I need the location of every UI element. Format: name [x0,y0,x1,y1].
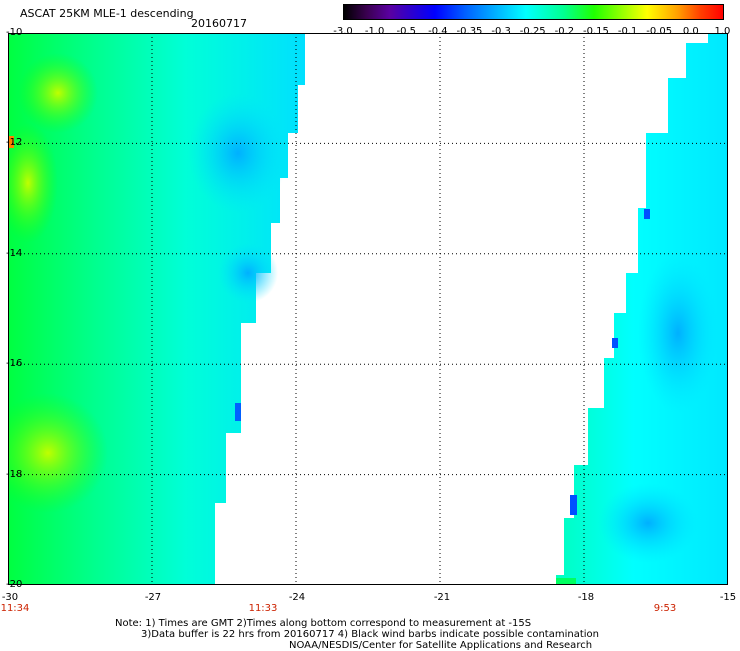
color-scale-label: -0.5 [396,26,416,37]
color-scale-label: -0.2 [554,26,575,37]
time-label: 9:53 [653,603,677,614]
time-label: 11:33 [248,603,278,614]
note-line-1: Note: 1) Times are GMT 2)Times along bot… [115,618,532,629]
color-scale-label: -0.4 [428,26,448,37]
x-tick-label: -21 [433,592,451,603]
y-tick-label: -14 [6,248,23,259]
color-scale-label: -1.0 [364,26,385,37]
plot-frame [8,33,728,585]
color-scale-labels: -3.0 -1.0 -0.5 -0.4 -0.35 -0.3 -0.25 -0.… [333,26,730,38]
map-title: ASCAT 25KM MLE-1 descending [20,7,194,20]
color-scale-label: -0.05 [646,26,673,37]
left-swath [8,33,305,585]
color-scale-label: -0.1 [617,26,638,37]
color-scale-label: -3.0 [333,26,353,37]
color-scale-label: -0.25 [519,26,546,37]
x-tick-label: -15 [719,592,737,603]
map-plot [8,33,728,585]
y-tick-label: -10 [6,27,23,38]
y-tick-label: -18 [6,469,23,480]
right-swath [556,33,728,585]
y-tick-label: -20 [6,579,23,590]
color-scale-label: -0.35 [456,26,483,37]
color-scale-label: -0.15 [583,26,609,37]
note-line-2: 3)Data buffer is 22 hrs from 20160717 4)… [141,629,599,640]
grid-lines [8,33,728,585]
y-tick-label: -16 [6,358,23,369]
x-tick-label: -30 [1,592,19,603]
color-scale-label: -0.3 [491,26,511,37]
x-tick-label: -24 [288,592,306,603]
time-label: 11:34 [0,603,30,614]
x-tick-label: -27 [144,592,162,603]
color-scale-label: 1.0 [714,26,731,37]
y-tick-label: -12 [6,137,23,148]
color-scale-bar [343,4,724,20]
map-date: 20160717 [191,17,247,30]
color-scale-label: 0.0 [682,26,699,37]
note-line-3: NOAA/NESDIS/Center for Satellite Applica… [289,640,593,651]
x-tick-label: -18 [577,592,595,603]
